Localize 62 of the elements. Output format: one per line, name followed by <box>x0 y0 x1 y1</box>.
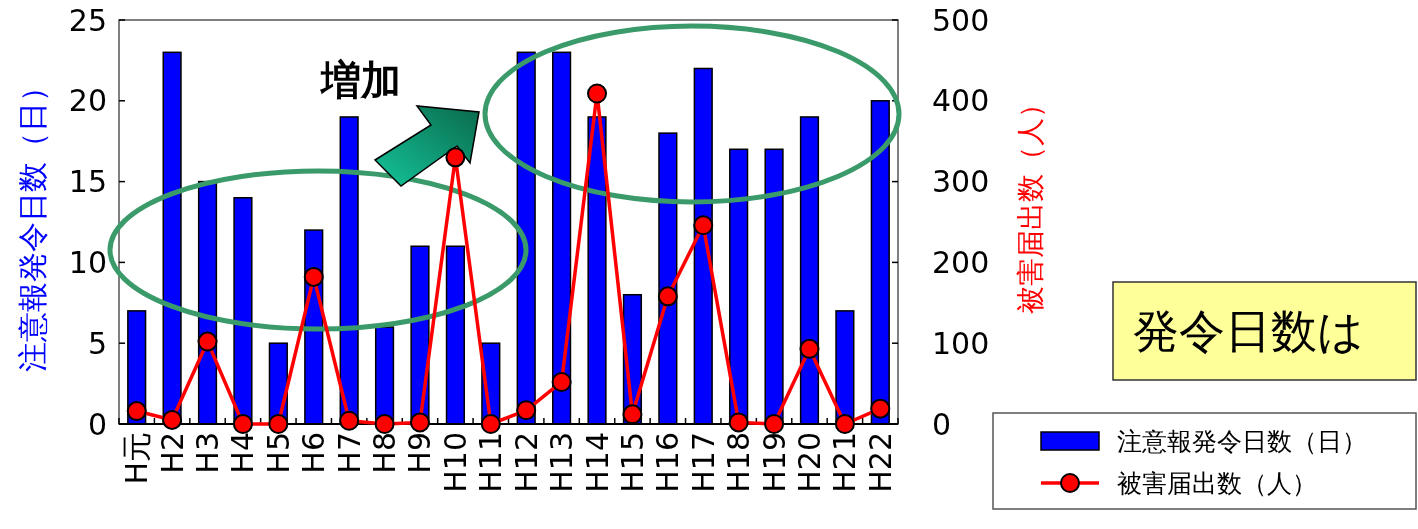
x-tick-label: H20 <box>791 432 827 493</box>
point <box>622 404 643 425</box>
y-tick-label: 0 <box>87 406 107 442</box>
y2-axis-title: 被害届出数（人） <box>1013 90 1047 314</box>
x-tick-label: H14 <box>579 432 615 493</box>
y2-tick-label: 0 <box>932 406 952 442</box>
point <box>409 412 430 433</box>
legend-label: 被害届出数（人） <box>1117 468 1317 498</box>
y2-tick-label: 300 <box>932 164 990 200</box>
x-tick-label: H13 <box>544 432 580 493</box>
x-tick-label: H10 <box>437 432 473 493</box>
point <box>162 409 183 430</box>
x-tick-label: H15 <box>614 432 650 493</box>
y2-tick-label: 100 <box>932 325 990 361</box>
y-tick-label: 25 <box>68 2 107 38</box>
point <box>657 286 678 307</box>
x-tick-label: H4 <box>225 432 261 474</box>
x-tick-label: H12 <box>508 432 544 493</box>
y2-tick-label: 200 <box>932 244 990 280</box>
x-tick-label: H21 <box>827 432 863 493</box>
point <box>834 414 855 434</box>
y-axis-title: 注意報発令日数（日） <box>14 72 50 372</box>
point <box>480 414 501 434</box>
x-tick-label: H18 <box>721 432 757 493</box>
point <box>693 215 714 236</box>
point <box>268 414 289 434</box>
annotation: 増加 <box>319 57 401 103</box>
x-tick-label: H22 <box>862 432 898 493</box>
y-tick-label: 20 <box>68 83 107 119</box>
y2-tick-label: 500 <box>932 2 990 38</box>
point <box>551 371 572 392</box>
x-tick-label: H11 <box>473 432 509 493</box>
x-tick-label: H2 <box>154 432 190 474</box>
x-tick-label: H元 <box>119 432 155 485</box>
point <box>516 400 537 421</box>
point <box>764 414 785 434</box>
y-tick-label: 10 <box>68 244 107 280</box>
x-tick-label: H3 <box>190 432 226 474</box>
x-tick-label: H16 <box>650 432 686 493</box>
x-tick-label: H17 <box>685 432 721 493</box>
x-tick-label: H19 <box>756 432 792 493</box>
point <box>799 338 820 359</box>
y2-tick-label: 400 <box>932 83 990 119</box>
x-tick-label: H6 <box>296 432 332 474</box>
x-tick-label: H9 <box>402 432 438 474</box>
point <box>870 398 891 419</box>
x-tick-label: H5 <box>260 432 296 474</box>
point <box>126 401 147 422</box>
point <box>197 331 218 352</box>
y-tick-label: 15 <box>68 164 107 200</box>
x-tick-label: H8 <box>367 432 403 474</box>
point <box>339 410 360 431</box>
point <box>374 414 395 434</box>
point <box>303 266 324 287</box>
text: 発令日数は <box>1133 304 1364 358</box>
point <box>232 414 253 434</box>
y-tick-label: 5 <box>87 325 107 361</box>
point <box>445 147 466 168</box>
x-tick-label: H7 <box>331 432 367 474</box>
legend-label: 注意報発令日数（日） <box>1117 426 1367 456</box>
point <box>728 412 749 433</box>
point <box>587 83 608 104</box>
